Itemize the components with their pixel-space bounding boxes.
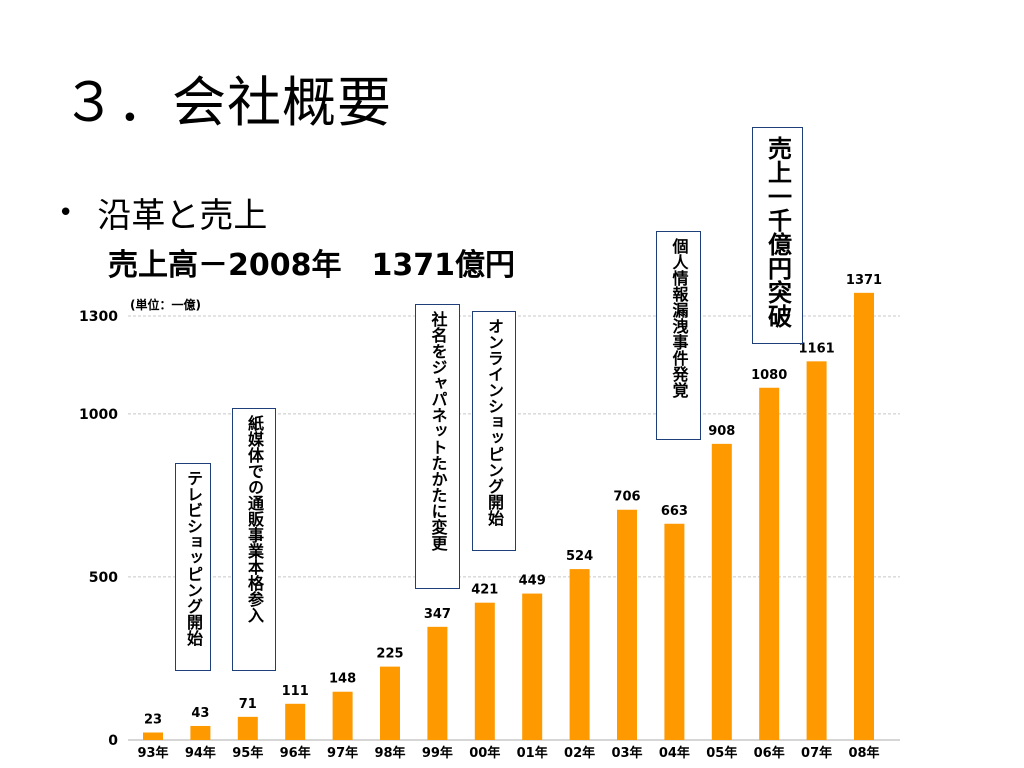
bar-value-label: 1371 <box>846 273 882 288</box>
annotation-data-leak: 個人情報漏洩事件発覚 <box>656 231 701 440</box>
x-tick-label: 01年 <box>517 745 548 761</box>
x-tick-label: 06年 <box>754 745 785 761</box>
y-tick-label: 500 <box>89 570 118 586</box>
bar <box>380 666 400 740</box>
bar-value-label: 111 <box>282 684 309 699</box>
sales-summary: 売上高－2008年 1371億円 <box>108 240 545 284</box>
slide-title: ３．会社概要 <box>62 71 392 134</box>
bullet-text: 沿革と売上 <box>97 196 268 236</box>
bar <box>664 523 685 740</box>
y-tick-label: 0 <box>108 733 118 749</box>
bar <box>427 626 448 740</box>
x-tick-label: 08年 <box>848 745 879 761</box>
x-tick-label: 93年 <box>137 745 168 761</box>
bar-value-label: 71 <box>239 697 257 712</box>
bar <box>522 593 543 740</box>
bar <box>806 361 827 740</box>
chart-unit-label: (単位：一億) <box>130 298 201 312</box>
bar <box>190 725 211 740</box>
x-tick-label: 07年 <box>801 745 832 761</box>
bullet-dot-icon: • <box>58 197 74 228</box>
bar <box>711 443 732 740</box>
x-tick-label: 96年 <box>280 745 311 761</box>
x-tick-label: 98年 <box>374 745 405 761</box>
x-tick-label: 00年 <box>469 745 500 761</box>
bar-value-label: 908 <box>708 424 735 439</box>
bar-value-label: 421 <box>471 583 498 598</box>
bar-value-label: 449 <box>519 574 546 589</box>
bar <box>854 292 874 740</box>
annotation-tv-shopping: テレビショッピング開始 <box>175 463 211 671</box>
bar <box>285 703 306 740</box>
bar-value-label: 706 <box>613 490 640 505</box>
x-tick-label: 94年 <box>185 745 216 761</box>
bar <box>569 569 590 740</box>
y-tick-label: 1300 <box>79 309 118 325</box>
y-tick-label: 1000 <box>79 407 118 423</box>
bar-value-label: 524 <box>566 549 593 564</box>
bar <box>143 732 163 740</box>
bullet-item: • 沿革と売上 <box>58 188 267 237</box>
bar-value-label: 148 <box>329 672 356 687</box>
annotation-online-shopping: オンラインショッピング開始 <box>472 311 516 551</box>
bar <box>759 387 780 740</box>
bar-value-label: 663 <box>661 504 688 519</box>
bar-value-label: 43 <box>191 706 209 721</box>
bar-value-label: 225 <box>376 647 403 662</box>
annotation-print-media: 紙媒体での通販事業本格参入 <box>232 408 276 671</box>
bar <box>474 602 495 740</box>
bar-value-label: 347 <box>424 607 451 622</box>
x-tick-label: 99年 <box>422 745 453 761</box>
sales-label: 売上高－2008年 <box>108 248 342 283</box>
bar-value-label: 23 <box>144 712 162 727</box>
bar <box>617 509 637 740</box>
x-tick-label: 95年 <box>232 745 263 761</box>
bar <box>237 716 258 740</box>
sales-value: 1371億円 <box>371 248 516 283</box>
annotation-sales-milestone: 売上一千億円突破 <box>752 127 803 344</box>
bar-value-label: 1080 <box>751 368 787 383</box>
bar <box>332 691 353 740</box>
x-tick-label: 02年 <box>564 745 595 761</box>
annotation-rename: 社名をジャパネットたかたに変更 <box>415 304 460 589</box>
x-tick-label: 05年 <box>706 745 737 761</box>
x-tick-label: 04年 <box>659 745 690 761</box>
bar-value-label: 1161 <box>799 341 835 356</box>
x-tick-label: 03年 <box>611 745 642 761</box>
x-tick-label: 97年 <box>327 745 358 761</box>
